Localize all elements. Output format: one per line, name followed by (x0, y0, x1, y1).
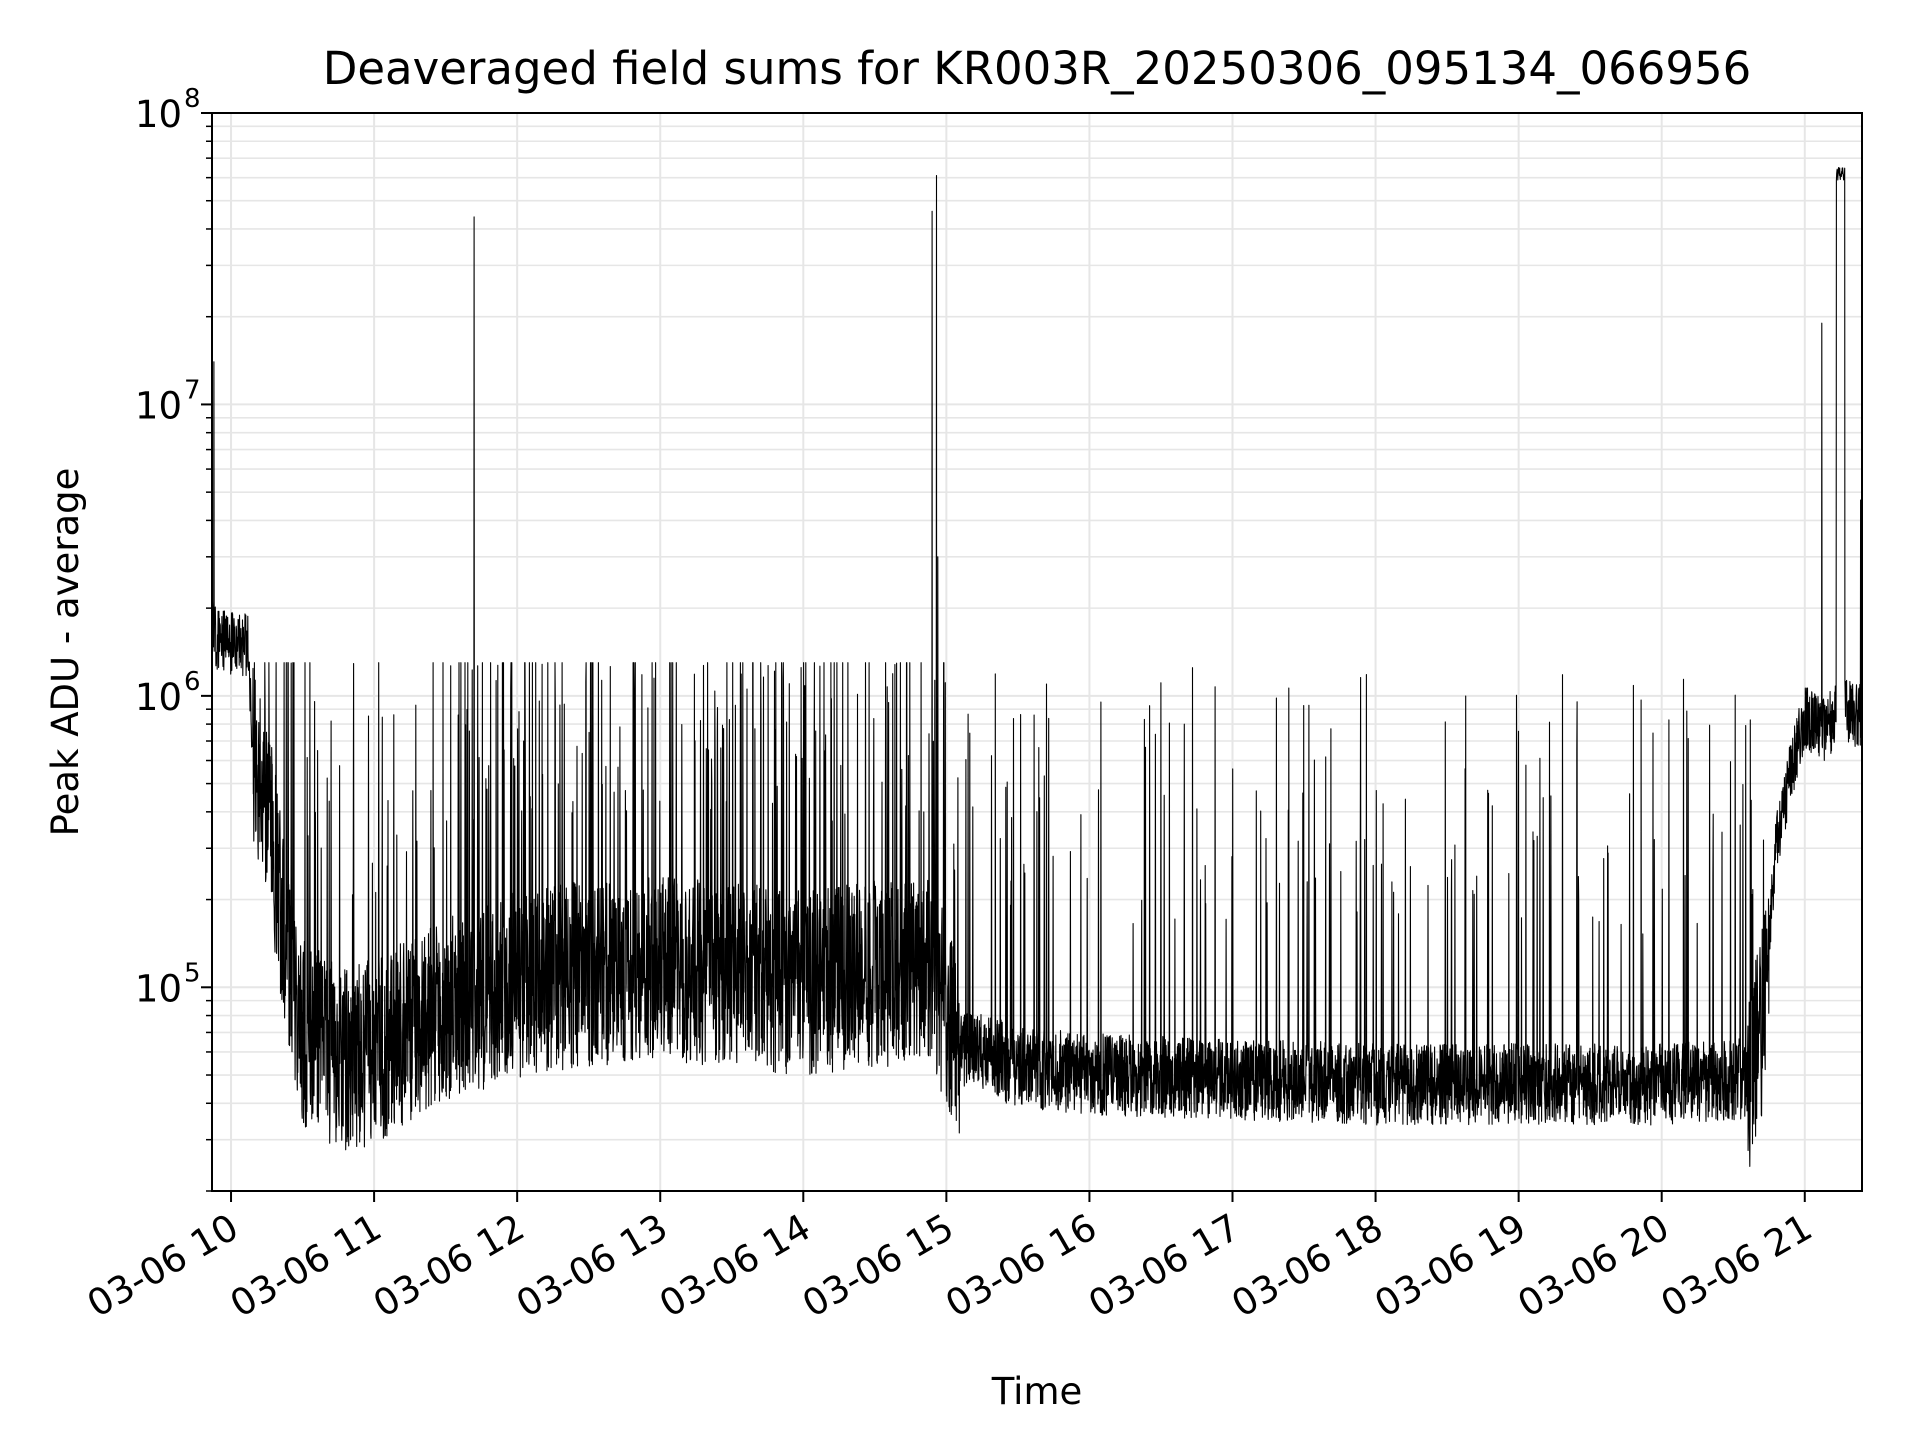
y-tick-base: 10 (135, 967, 182, 1010)
y-axis-label: Peak ADU - average (44, 468, 87, 837)
y-tick-label: 10 6 (135, 667, 201, 719)
y-tick-label: 10 5 (135, 958, 201, 1010)
series-line (211, 167, 1863, 1167)
y-tick-label: 10 8 (135, 84, 201, 136)
y-tick-base: 10 (135, 676, 182, 719)
x-axis-label: Time (991, 1370, 1083, 1413)
y-tick-exponent: 6 (184, 667, 201, 697)
series-area (211, 167, 1863, 1167)
y-tick-base: 10 (135, 93, 182, 136)
plot-frame (211, 112, 1863, 1192)
y-tick-exponent: 7 (184, 375, 201, 405)
y-tick-label: 10 7 (135, 375, 201, 427)
y-tick-exponent: 5 (184, 958, 201, 988)
y-tick-exponent: 8 (184, 84, 201, 114)
y-tick-base: 10 (135, 384, 182, 427)
chart-title: Deaveraged field sums for KR003R_2025030… (323, 42, 1752, 95)
